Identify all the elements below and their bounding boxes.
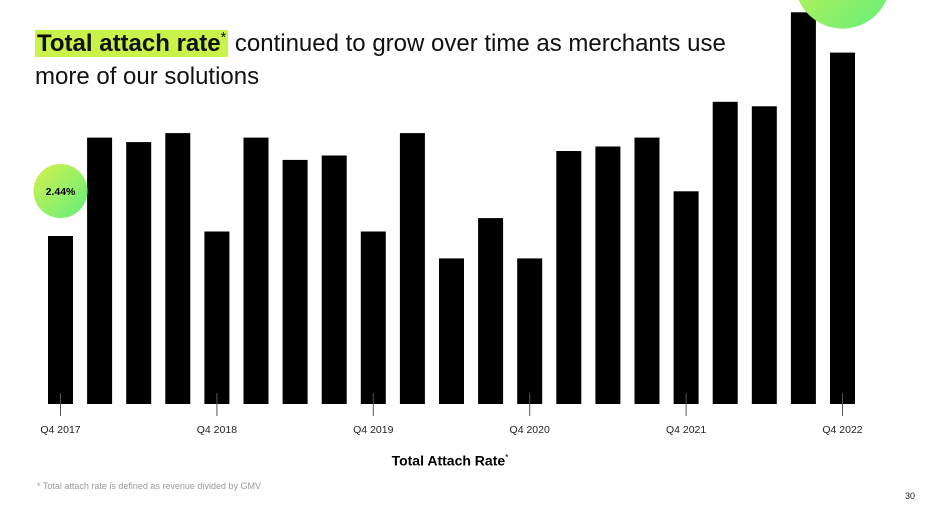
bar-q3-2020	[478, 218, 504, 404]
bar-q4-2017	[48, 236, 73, 404]
bar-q4-2019	[360, 231, 386, 404]
x-tick-label: Q4 2018	[197, 424, 237, 436]
bar-q4-2022	[830, 52, 855, 404]
x-tick-label: Q4 2017	[40, 424, 80, 436]
bar-q1-2021	[556, 151, 582, 404]
x-axis-title: Total Attach Rate*	[391, 452, 509, 469]
bar-q4-2018	[204, 231, 230, 404]
x-tick-label: Q4 2022	[822, 424, 862, 436]
bar-q1-2019	[243, 137, 269, 404]
bar-q2-2022	[751, 106, 777, 405]
bar-q3-2022	[790, 12, 816, 405]
bar-q2-2020	[439, 258, 464, 404]
bar-q2-2018	[126, 142, 152, 404]
callout-bubble	[33, 164, 88, 218]
bar-q1-2022	[712, 101, 738, 405]
headline: Total attach rate* continued to grow ove…	[35, 22, 735, 93]
headline-highlight: Total attach rate*	[35, 30, 229, 57]
x-tick-label: Q4 2021	[666, 424, 706, 436]
bar-q2-2021	[595, 146, 621, 404]
bar-q1-2018	[87, 137, 113, 404]
bar-q1-2020	[399, 133, 425, 404]
bar-q4-2020	[517, 258, 543, 404]
headline-rest: continued to grow over time as merchants…	[35, 30, 726, 90]
bar-q3-2019	[321, 155, 347, 404]
page-number: 30	[904, 491, 915, 501]
bar-q3-2021	[634, 137, 660, 404]
footnote: * Total attach rate is defined as revenu…	[37, 481, 261, 491]
bar-q2-2019	[282, 159, 308, 404]
bar-q4-2021	[673, 191, 699, 404]
x-tick-label: Q4 2019	[353, 424, 393, 436]
bar-q3-2018	[165, 133, 191, 404]
callout-label: 2.44%	[46, 186, 76, 198]
callout-bubble	[798, 0, 887, 29]
x-tick-label: Q4 2020	[510, 424, 550, 436]
